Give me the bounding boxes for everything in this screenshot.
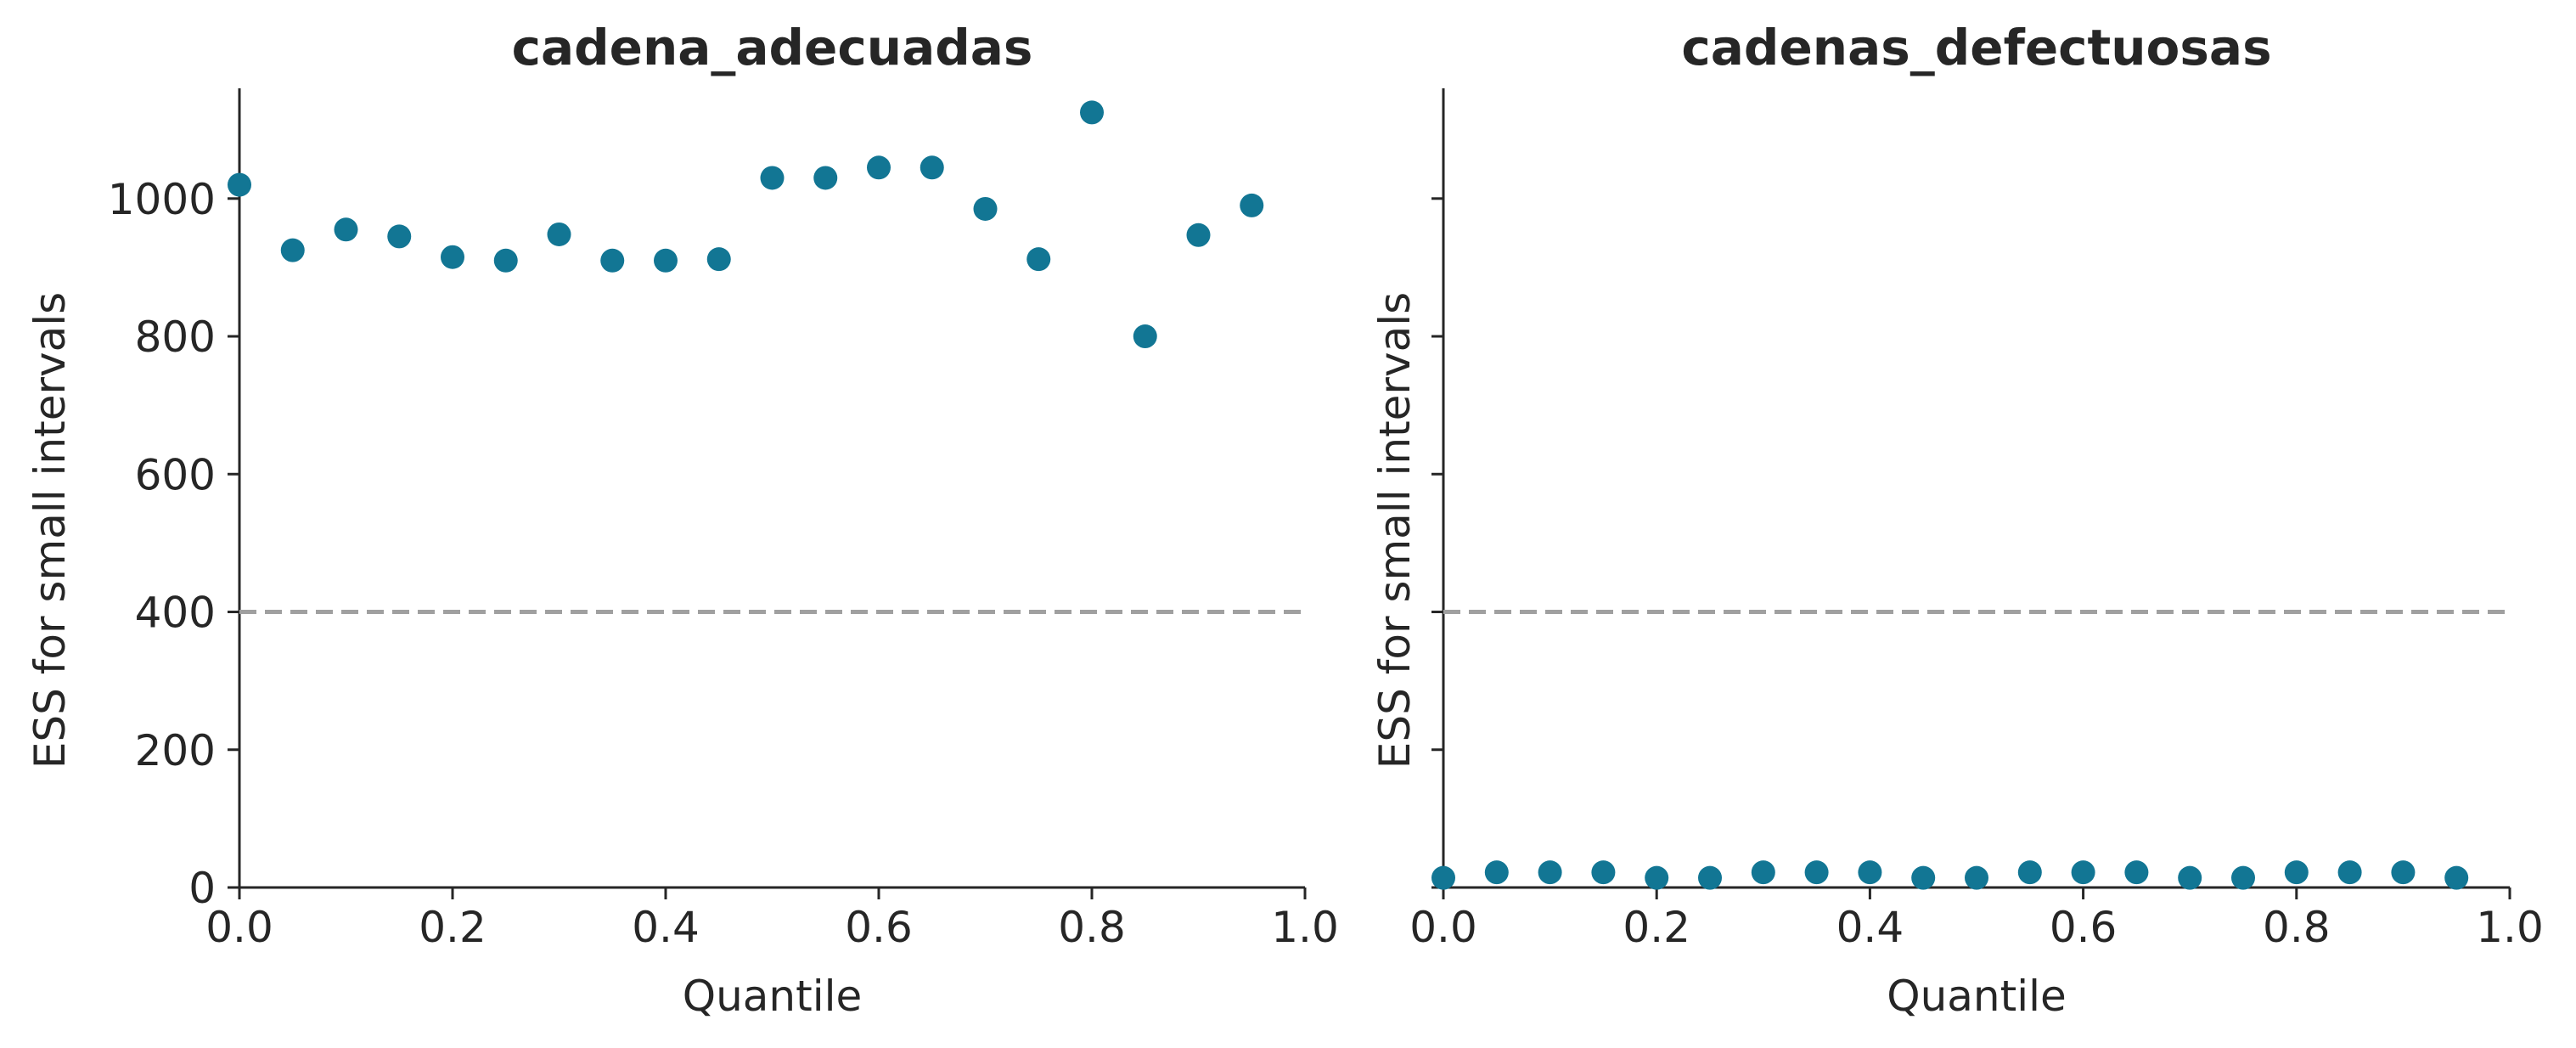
- data-point: [1186, 223, 1211, 247]
- y-tick-label: 600: [135, 450, 216, 499]
- data-point: [2444, 865, 2469, 890]
- data-point: [1133, 324, 1157, 349]
- data-point: [1591, 860, 1616, 885]
- data-point: [547, 222, 571, 246]
- data-point: [1858, 860, 1882, 885]
- data-point: [2231, 865, 2255, 890]
- x-tick-label: 0.6: [2050, 903, 2118, 952]
- chart-title: cadena_adecuadas: [512, 19, 1033, 76]
- data-point: [1698, 865, 1722, 890]
- y-tick-label: 0: [188, 864, 216, 913]
- y-tick-label: 200: [135, 726, 216, 775]
- x-axis-label: Quantile: [683, 972, 863, 1021]
- data-point: [1751, 860, 1775, 885]
- data-point: [2124, 860, 2149, 885]
- data-point: [387, 224, 412, 249]
- y-tick-label: 800: [135, 313, 216, 362]
- x-tick-label: 1.0: [2476, 903, 2544, 952]
- panel-cadena-adecuadas: cadena_adecuadas 0.0 0.2 0.4 0.6 0.8 1.0 0 200 40…: [25, 19, 1339, 1021]
- data-point: [813, 166, 838, 190]
- data-point: [493, 248, 518, 273]
- data-point: [1026, 247, 1051, 272]
- data-point: [2178, 865, 2202, 890]
- data-point: [228, 172, 251, 197]
- data-point: [2284, 860, 2309, 885]
- data-point: [1645, 865, 1669, 890]
- data-point: [920, 155, 944, 180]
- data-point: [2071, 860, 2095, 885]
- data-point: [1804, 860, 1829, 885]
- x-tick-label: 1.0: [1271, 903, 1339, 952]
- data-point: [654, 248, 678, 273]
- x-tick-label: 0.8: [2263, 903, 2331, 952]
- x-tick-label: 0.8: [1058, 903, 1126, 952]
- data-point: [2391, 860, 2416, 885]
- data-point: [1080, 100, 1104, 125]
- x-tick-label: 0.2: [1623, 903, 1690, 952]
- data-point: [973, 196, 998, 221]
- data-point: [600, 248, 625, 273]
- data-point: [706, 247, 731, 272]
- chart-title: cadenas_defectuosas: [1681, 19, 2271, 76]
- x-tick-label: 0.4: [1836, 903, 1904, 952]
- data-point: [1538, 860, 1562, 885]
- x-tick-label: 0.0: [1409, 903, 1477, 952]
- data-point: [2017, 860, 2042, 885]
- x-tick-label: 0.6: [845, 903, 913, 952]
- data-point: [1965, 865, 1988, 890]
- x-tick-label: 0.4: [632, 903, 700, 952]
- x-axis-label: Quantile: [1887, 972, 2067, 1021]
- data-point: [1911, 865, 1936, 890]
- data-point: [1240, 193, 1264, 217]
- x-tick-label: 0.0: [205, 903, 273, 952]
- y-tick-label: 400: [135, 589, 216, 638]
- data-point: [441, 245, 464, 269]
- data-point: [334, 217, 358, 242]
- data-point: [867, 155, 891, 180]
- data-point: [2337, 860, 2362, 885]
- panel-cadenas-defectuosas: cadenas_defectuosas 0.0 0.2 0.4 0.6 0.8 1.0 Qua…: [1370, 19, 2544, 1021]
- data-point: [1431, 865, 1455, 890]
- x-tick-label: 0.2: [419, 903, 487, 952]
- data-point: [280, 238, 305, 262]
- y-axis-label: ESS for small intervals: [1370, 292, 1420, 769]
- data-point: [1484, 860, 1509, 885]
- data-point: [760, 166, 785, 190]
- y-tick-label: 1000: [108, 175, 216, 224]
- y-axis-label: ESS for small intervals: [25, 292, 75, 769]
